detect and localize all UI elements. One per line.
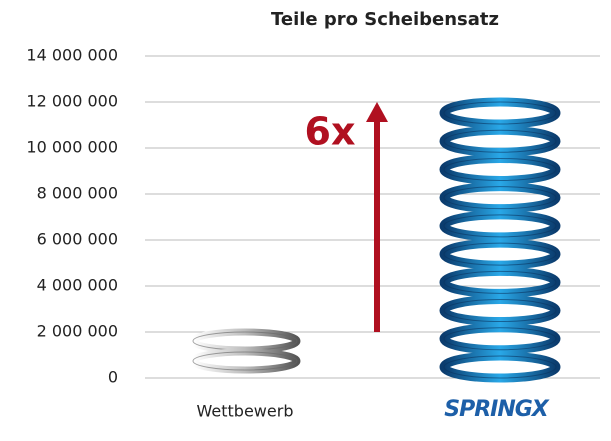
spring <box>439 97 561 383</box>
coil-edge <box>443 129 557 153</box>
coil-edge <box>443 214 557 238</box>
coil-edge <box>443 270 557 294</box>
x-tick-label: SPRINGX <box>444 397 550 422</box>
y-tick-label: 10 000 000 <box>26 138 118 157</box>
y-tick-label: 12 000 000 <box>26 92 118 111</box>
annotation: 6x <box>305 110 356 154</box>
x-tick-label: Wettbewerb <box>197 402 294 421</box>
coil-edge <box>443 186 557 210</box>
y-tick-label: 4 000 000 <box>37 276 118 295</box>
y-tick-label: 8 000 000 <box>37 184 118 203</box>
spring <box>189 328 301 374</box>
coil-edge <box>443 327 557 351</box>
y-tick-label: 2 000 000 <box>37 322 118 341</box>
y-tick-label: 6 000 000 <box>37 230 118 249</box>
coil-edge <box>443 157 557 181</box>
coil-edge <box>443 242 557 266</box>
y-tick-label: 0 <box>108 368 118 387</box>
coil-edge <box>443 355 557 379</box>
y-tick-label: 14 000 000 <box>26 46 118 65</box>
coil-edge <box>443 101 557 125</box>
arrow-head <box>366 102 388 122</box>
chart-title: Teile pro Scheibensatz <box>271 9 499 30</box>
coil-edge <box>443 299 557 323</box>
coil-edge <box>192 351 298 371</box>
